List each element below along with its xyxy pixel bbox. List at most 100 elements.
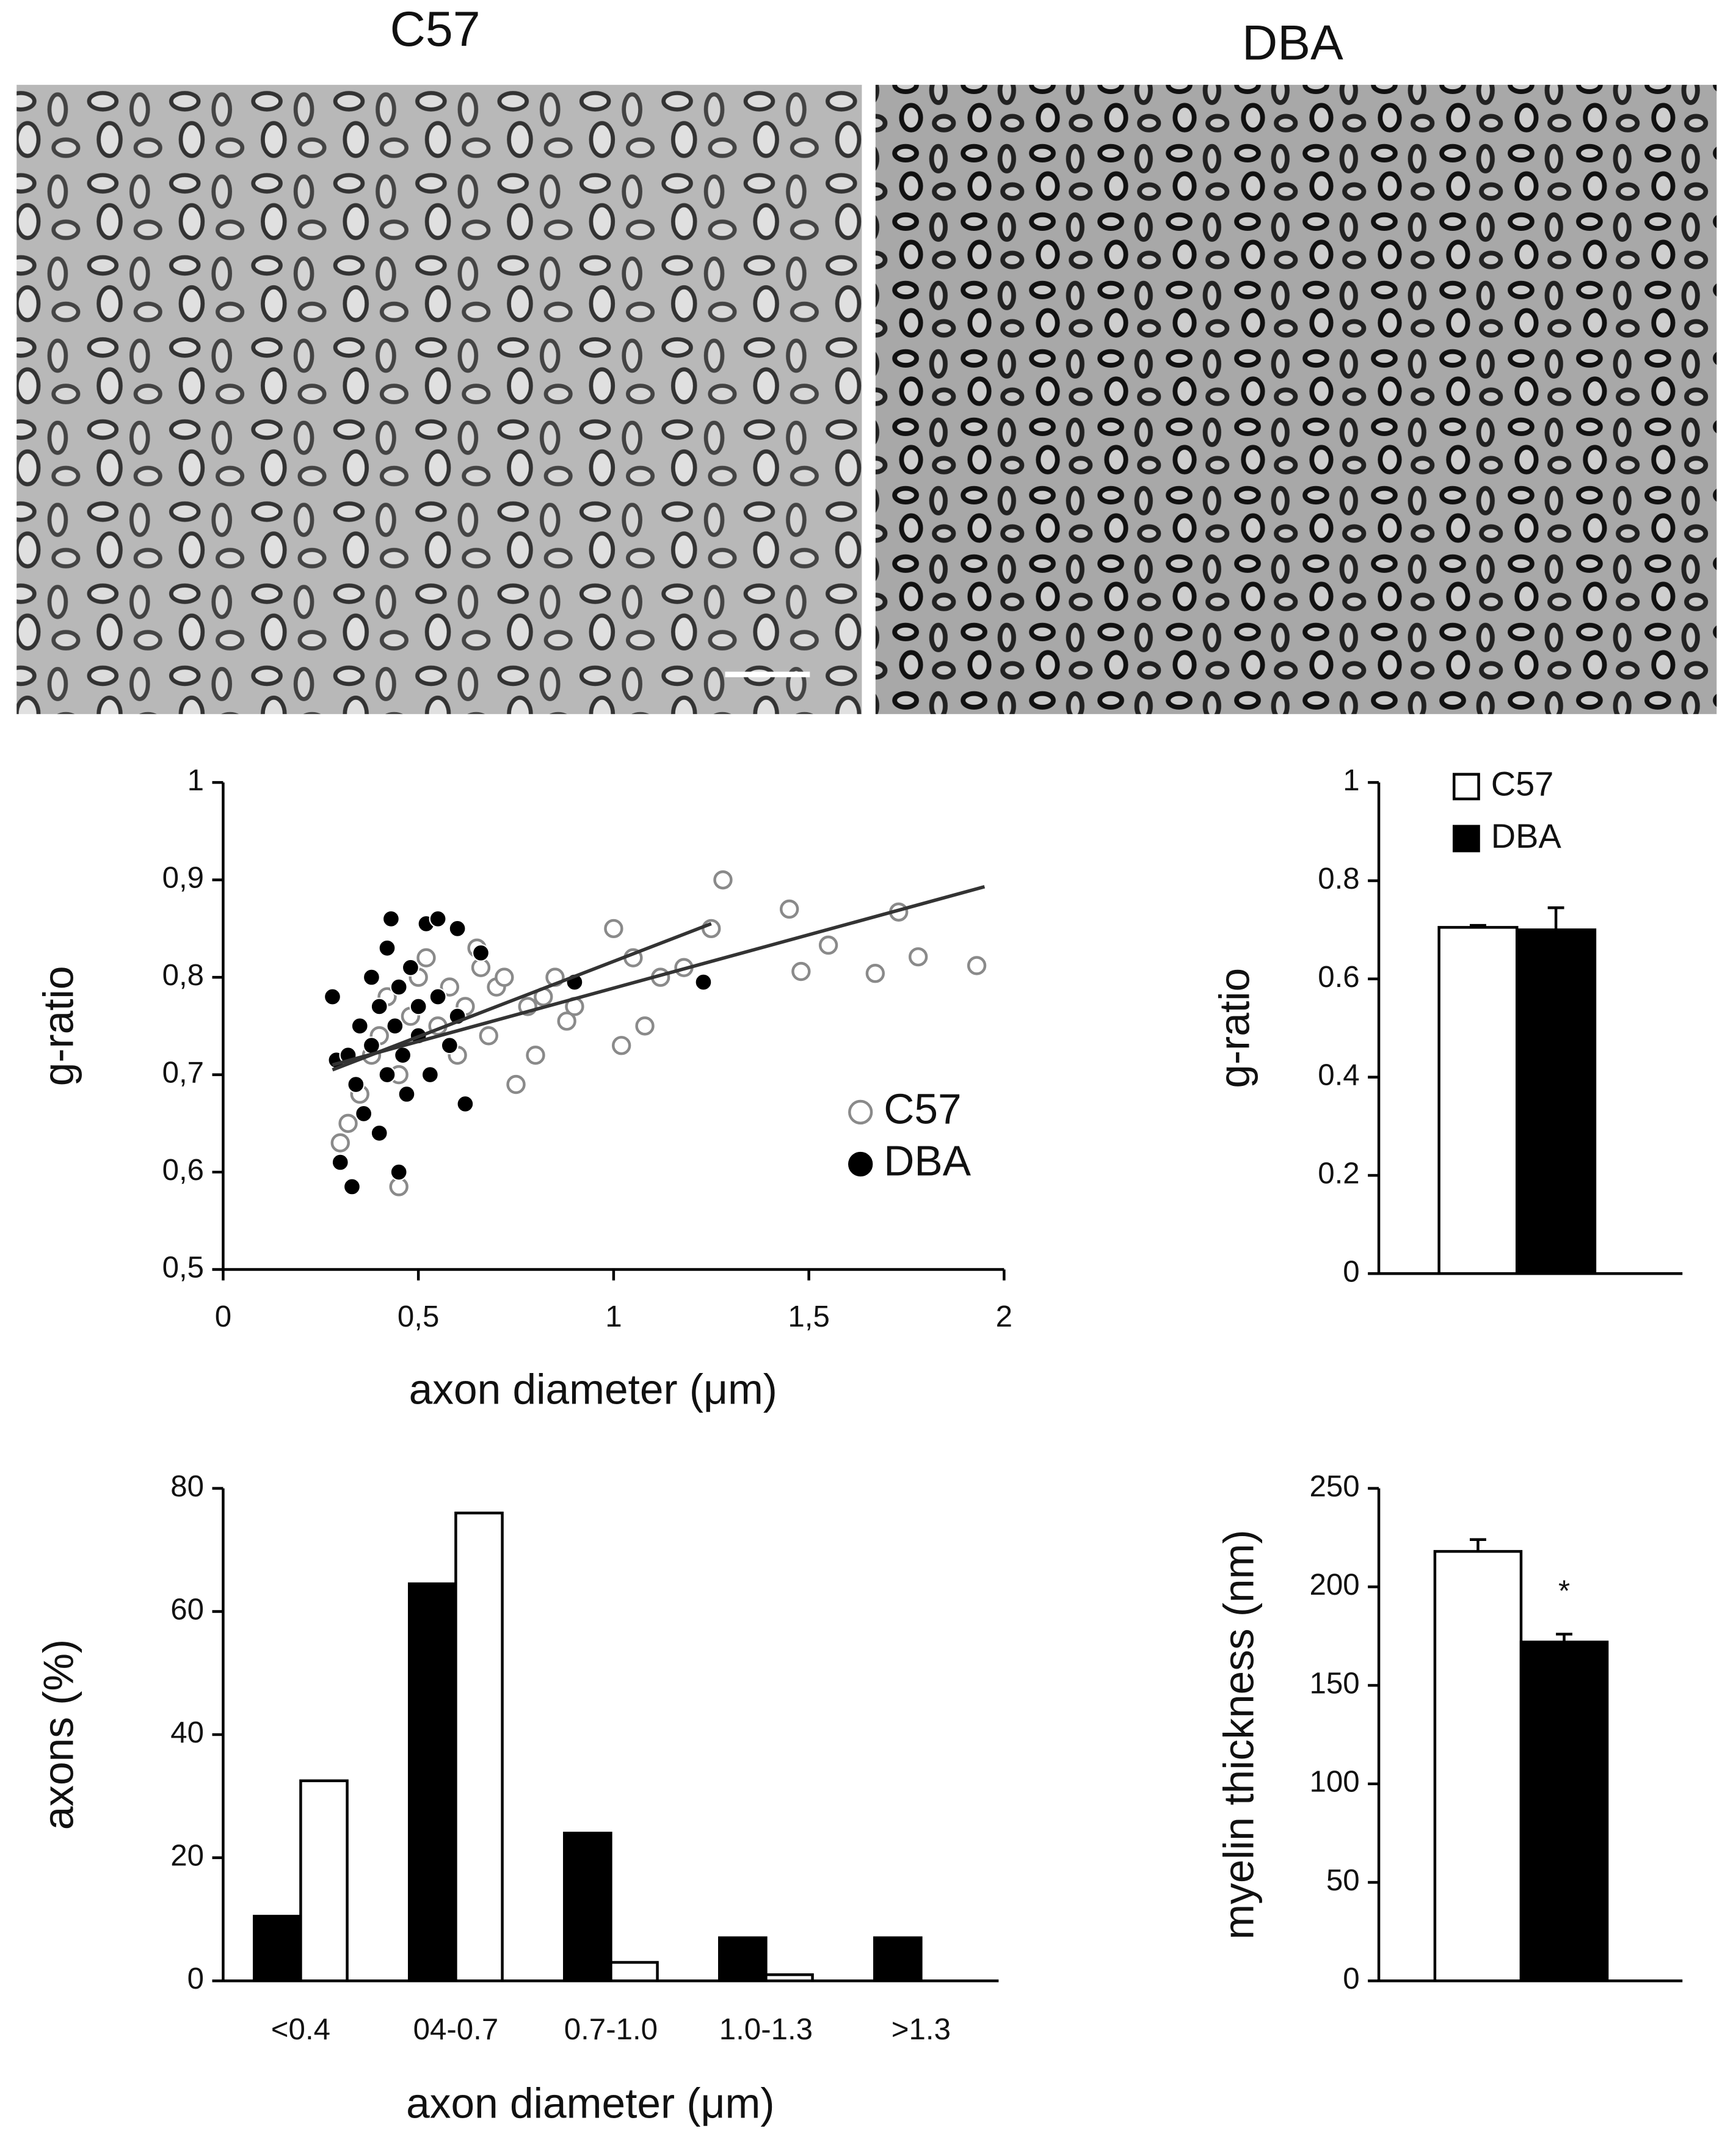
point (350, 1017, 369, 1035)
point (471, 944, 490, 962)
bar (1433, 1550, 1523, 1983)
y-tick-label: 0,8 (162, 958, 205, 992)
y-tick-label: 80 (170, 1469, 204, 1503)
point (330, 1133, 350, 1153)
y-axis-label: myelin thickness (nm) (1215, 1529, 1262, 1939)
legend-marker (848, 1099, 873, 1125)
point (779, 899, 799, 919)
y-tick-label: 50 (1326, 1863, 1360, 1897)
bar (454, 1511, 504, 1983)
error-bar (1470, 1538, 1486, 1552)
point (382, 909, 400, 928)
point (713, 870, 733, 890)
point (362, 968, 380, 986)
image-label: DBA (1242, 15, 1343, 70)
y-tick-label: 1 (1343, 763, 1359, 797)
point (479, 1026, 498, 1046)
point (394, 1046, 412, 1065)
legend-label: C57 (884, 1085, 961, 1132)
point (355, 1104, 373, 1123)
y-axis-label: g-ratio (1211, 968, 1258, 1088)
bar (718, 1936, 768, 1983)
bar (1519, 1641, 1609, 1983)
point (390, 1163, 408, 1181)
point (386, 1017, 404, 1035)
point (612, 1036, 631, 1055)
x-tick-label: 1 (605, 1300, 622, 1333)
y-tick-label: 0 (1343, 1255, 1359, 1288)
x-axis-label: axon diameter (μm) (406, 2080, 774, 2127)
x-tick-label: 1.0-1.3 (719, 2012, 813, 2046)
error-bar (1470, 923, 1486, 928)
error-bar (1556, 1633, 1572, 1642)
legend-marker (848, 1151, 873, 1177)
point (378, 1066, 396, 1084)
error-bar (1547, 906, 1564, 930)
point (390, 978, 408, 996)
point (865, 964, 885, 983)
point (967, 956, 987, 975)
trend-line (332, 922, 712, 1072)
x-tick-label: <0.4 (271, 2012, 330, 2046)
y-tick-label: 20 (170, 1839, 204, 1873)
point (908, 947, 928, 967)
micrograph (16, 84, 862, 715)
y-tick-label: 0 (1343, 1962, 1359, 1995)
bar (408, 1582, 457, 1983)
bar (609, 1961, 659, 1983)
bar (563, 1832, 612, 1983)
x-tick-label: 0,5 (398, 1300, 439, 1333)
y-axis-label: g-ratio (34, 966, 82, 1086)
bar (873, 1936, 923, 1983)
point (791, 961, 811, 981)
bar (299, 1779, 349, 1983)
y-tick-label: 100 (1310, 1765, 1360, 1799)
bar (764, 1973, 814, 1983)
point (557, 1011, 576, 1031)
y-tick-label: 250 (1310, 1469, 1360, 1503)
y-tick-label: 40 (170, 1716, 204, 1749)
y-tick-label: 200 (1310, 1568, 1360, 1601)
y-tick-label: 0.6 (1318, 960, 1360, 994)
point (429, 988, 447, 1006)
point (495, 967, 514, 987)
point (506, 1074, 526, 1094)
x-tick-label: 0 (215, 1300, 231, 1333)
point (421, 1066, 439, 1084)
point (338, 1113, 358, 1133)
x-tick-label: >1.3 (892, 2012, 951, 2046)
x-tick-label: 2 (996, 1300, 1012, 1333)
y-tick-label: 0.2 (1318, 1156, 1360, 1190)
legend-swatch (1453, 825, 1480, 853)
annotation: * (1558, 1574, 1570, 1608)
x-tick-label: 04-0.7 (413, 2012, 499, 2046)
x-tick-label: 0.7-1.0 (564, 2012, 658, 2046)
point (401, 958, 419, 977)
micrograph (875, 84, 1717, 715)
point (323, 988, 342, 1006)
point (440, 1036, 459, 1055)
y-tick-label: 0,5 (162, 1251, 205, 1284)
point (416, 948, 436, 967)
point (398, 1085, 416, 1104)
y-tick-label: 0.4 (1318, 1058, 1360, 1092)
point (343, 1178, 361, 1196)
legend-label: DBA (1491, 817, 1562, 855)
y-axis-label: axons (%) (34, 1639, 82, 1830)
y-tick-label: 0 (187, 1962, 204, 1995)
trend-line (332, 885, 986, 1067)
point (818, 935, 838, 955)
y-tick-label: 0,9 (162, 861, 205, 895)
point (635, 1016, 655, 1036)
y-tick-label: 1 (187, 763, 204, 797)
point (694, 973, 713, 991)
point (440, 977, 460, 997)
legend-label: DBA (884, 1137, 971, 1184)
point (604, 919, 623, 939)
legend-label: C57 (1491, 765, 1554, 803)
point (456, 1094, 474, 1113)
point (370, 1124, 388, 1142)
point (331, 1153, 349, 1171)
bar (1437, 926, 1519, 1275)
